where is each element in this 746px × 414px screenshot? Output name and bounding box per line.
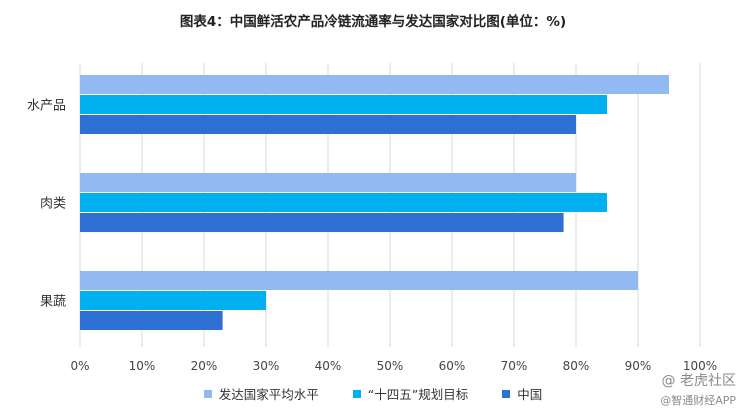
- bar-fruit-veg-plan-target: [80, 291, 266, 310]
- x-tick-label-0: 0%: [70, 359, 89, 373]
- category-label-aquatic: 水产品: [27, 99, 66, 114]
- x-tick-label-30: 30%: [253, 359, 280, 373]
- bars: [80, 75, 669, 330]
- bar-aquatic-plan-target: [80, 95, 607, 114]
- x-tick-label-60: 60%: [439, 359, 466, 373]
- x-tick-labels: 0% 10% 20% 30% 40% 50% 60% 70% 80% 90% 100%: [70, 359, 717, 373]
- bar-fruit-veg-china: [80, 311, 223, 330]
- watermark-app: @智通财经APP: [660, 394, 736, 407]
- x-tick-label-90: 90%: [625, 359, 652, 373]
- legend-item-developed: 发达国家平均水平: [203, 384, 319, 403]
- chart-title: 图表4：中国鲜活农产品冷链流通率与发达国家对比图(单位：%): [179, 14, 567, 30]
- watermark: @ 老虎社区 @智通财经APP: [660, 370, 736, 408]
- x-tick-label-80: 80%: [563, 359, 590, 373]
- legend-swatch-plan-target: [352, 389, 361, 398]
- legend-label-developed: 发达国家平均水平: [218, 387, 319, 402]
- x-tick-label-40: 40%: [315, 359, 342, 373]
- bar-fruit-veg-developed: [80, 271, 638, 290]
- legend: 发达国家平均水平 “十四五”规划目标 中国: [0, 384, 746, 403]
- bar-meat-china: [80, 213, 564, 232]
- bar-aquatic-china: [80, 115, 576, 134]
- category-label-meat: 肉类: [40, 197, 66, 212]
- legend-item-china: 中国: [502, 384, 542, 403]
- bar-meat-plan-target: [80, 193, 607, 212]
- legend-swatch-developed: [203, 389, 212, 398]
- legend-label-china: 中国: [517, 387, 543, 402]
- legend-item-plan-target: “十四五”规划目标: [352, 384, 469, 403]
- legend-label-plan-target: “十四五”规划目标: [367, 387, 469, 402]
- x-tick-label-50: 50%: [377, 359, 404, 373]
- x-tick-label-70: 70%: [501, 359, 528, 373]
- watermark-community: @ 老虎社区: [661, 373, 736, 389]
- x-tick-label-20: 20%: [191, 359, 218, 373]
- category-label-fruit-veg: 果蔬: [40, 295, 66, 310]
- bar-meat-developed: [80, 173, 576, 192]
- bar-aquatic-developed: [80, 75, 669, 94]
- legend-swatch-china: [502, 389, 511, 398]
- x-tick-label-100: 100%: [683, 359, 717, 373]
- x-tick-label-10: 10%: [129, 359, 156, 373]
